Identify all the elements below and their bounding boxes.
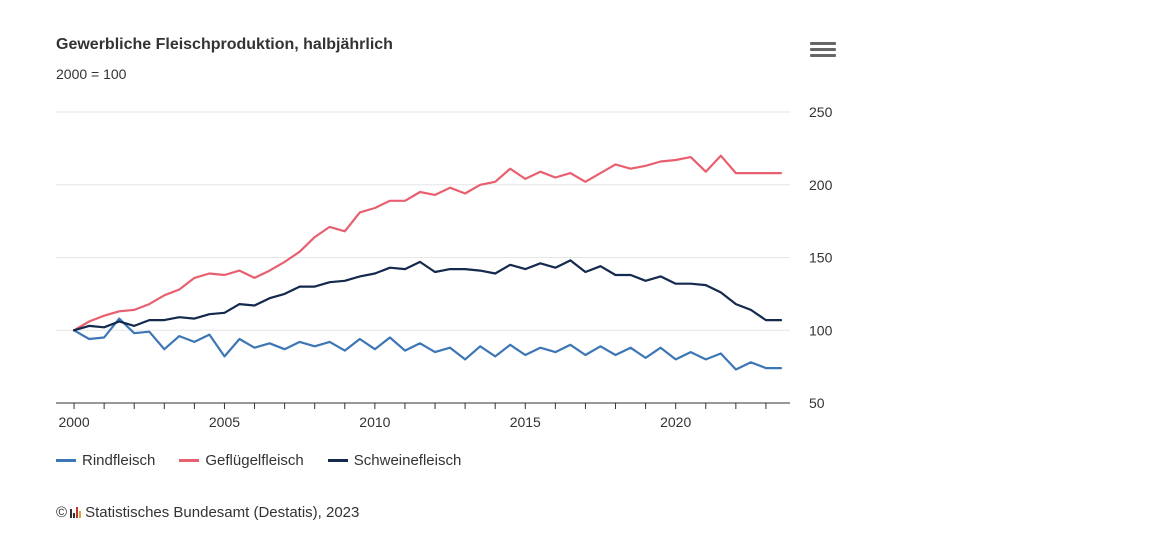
- chart-title: Gewerbliche Fleischproduktion, halbjährl…: [56, 36, 393, 53]
- legend-item-rindfleisch[interactable]: Rindfleisch: [56, 452, 155, 469]
- legend-label-rindfleisch: Rindfleisch: [82, 452, 156, 469]
- legend: Rindfleisch Geflügelfleisch Schweineflei…: [56, 452, 461, 469]
- y-tick-label-150: 150: [809, 250, 833, 266]
- x-tick-label-2005: 2005: [209, 414, 240, 430]
- legend-swatch-gefluegelfleisch: [179, 459, 200, 462]
- y-tick-label-250: 250: [809, 104, 833, 120]
- series-lines: [72, 154, 783, 371]
- x-tick-label-2000: 2000: [58, 414, 89, 430]
- credits-text[interactable]: Statistisches Bundesamt (Destatis), 2023: [85, 504, 360, 521]
- legend-item-schweinefleisch[interactable]: Schweinefleisch: [327, 452, 462, 469]
- grid-lines: [56, 111, 790, 331]
- x-axis: 2000 2005 2010 2015 2020: [56, 402, 790, 430]
- legend-item-gefluegelfleisch[interactable]: Geflügelfleisch: [179, 452, 304, 469]
- legend-swatch-schweinefleisch: [327, 459, 348, 462]
- series-line-rindfleisch: [72, 317, 783, 371]
- y-axis-tick-labels: 50 100 150 200 250: [809, 104, 833, 411]
- x-tick-label-2010: 2010: [359, 414, 390, 430]
- destatis-logo-icon: [70, 507, 82, 518]
- x-tick-label-2020: 2020: [660, 414, 691, 430]
- y-tick-label-100: 100: [809, 322, 833, 338]
- x-tick-label-2015: 2015: [510, 414, 541, 430]
- series-line-gefluegelfleisch: [72, 154, 783, 332]
- credits: © Statistisches Bundesamt (Destatis), 20…: [56, 504, 359, 521]
- hamburger-menu-icon[interactable]: [810, 42, 836, 64]
- series-line-schweinefleisch: [72, 259, 783, 332]
- y-tick-label-200: 200: [809, 177, 833, 193]
- legend-swatch-rindfleisch: [56, 459, 76, 462]
- legend-label-gefluegelfleisch: Geflügelfleisch: [205, 452, 304, 469]
- copyright-symbol: ©: [56, 504, 68, 521]
- y-tick-label-50: 50: [809, 395, 825, 411]
- chart-subtitle: 2000 = 100: [56, 66, 127, 82]
- legend-label-schweinefleisch: Schweinefleisch: [353, 452, 462, 469]
